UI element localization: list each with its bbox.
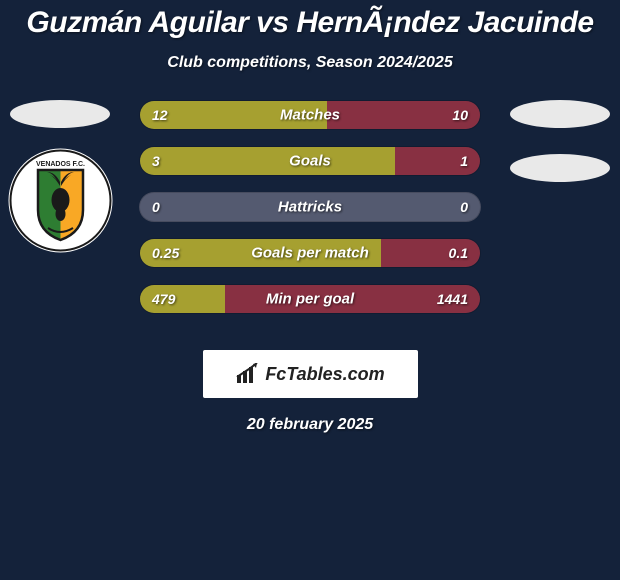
- stat-value-right: 0: [460, 199, 468, 215]
- comparison-area: VENADOS F.C. 12Matches103Goals10Hattrick…: [0, 100, 620, 340]
- stat-row: 3 Goals 1: [139, 146, 481, 176]
- stat-label: Min per goal: [266, 291, 354, 308]
- stat-value-right: 1: [460, 153, 468, 169]
- stat-label: Matches: [280, 107, 340, 124]
- branding-text: FcTables.com: [265, 364, 384, 385]
- subtitle: Club competitions, Season 2024/2025: [0, 54, 620, 72]
- stat-row: 0 Hattricks 0: [139, 192, 481, 222]
- stat-row: 0.25 Goals per match 0.1: [139, 238, 481, 268]
- stat-value-left: 0: [152, 199, 160, 215]
- player-photo-placeholder: [10, 100, 110, 128]
- stat-row: 479 Min per goal 1441: [139, 284, 481, 314]
- stat-value-left: 479: [152, 291, 175, 307]
- stat-value-right: 10: [452, 107, 468, 123]
- team-crest-placeholder: [510, 154, 610, 182]
- stat-value-left: 0.25: [152, 245, 179, 261]
- chart-icon: [235, 363, 261, 385]
- team-crest-left: VENADOS F.C.: [8, 148, 113, 258]
- left-player-column: VENADOS F.C.: [0, 100, 120, 258]
- stat-value-left: 12: [152, 107, 168, 123]
- svg-text:VENADOS F.C.: VENADOS F.C.: [35, 161, 84, 168]
- stat-bar-left: [140, 147, 395, 175]
- stat-row: 12 Matches 10: [139, 100, 481, 130]
- stat-value-right: 0.1: [449, 245, 468, 261]
- branding-badge: FcTables.com: [203, 350, 418, 398]
- stat-label: Goals per match: [251, 245, 369, 262]
- page-title: Guzmán Aguilar vs HernÃ¡ndez Jacuinde: [0, 0, 620, 40]
- stats-list: 12Matches103Goals10Hattricks00.25Goals p…: [139, 100, 481, 314]
- stat-label: Hattricks: [278, 199, 342, 216]
- player-photo-placeholder: [510, 100, 610, 128]
- stat-value-left: 3: [152, 153, 160, 169]
- stat-value-right: 1441: [437, 291, 468, 307]
- stat-label: Goals: [289, 153, 331, 170]
- date-label: 20 february 2025: [0, 416, 620, 434]
- right-player-column: [500, 100, 620, 182]
